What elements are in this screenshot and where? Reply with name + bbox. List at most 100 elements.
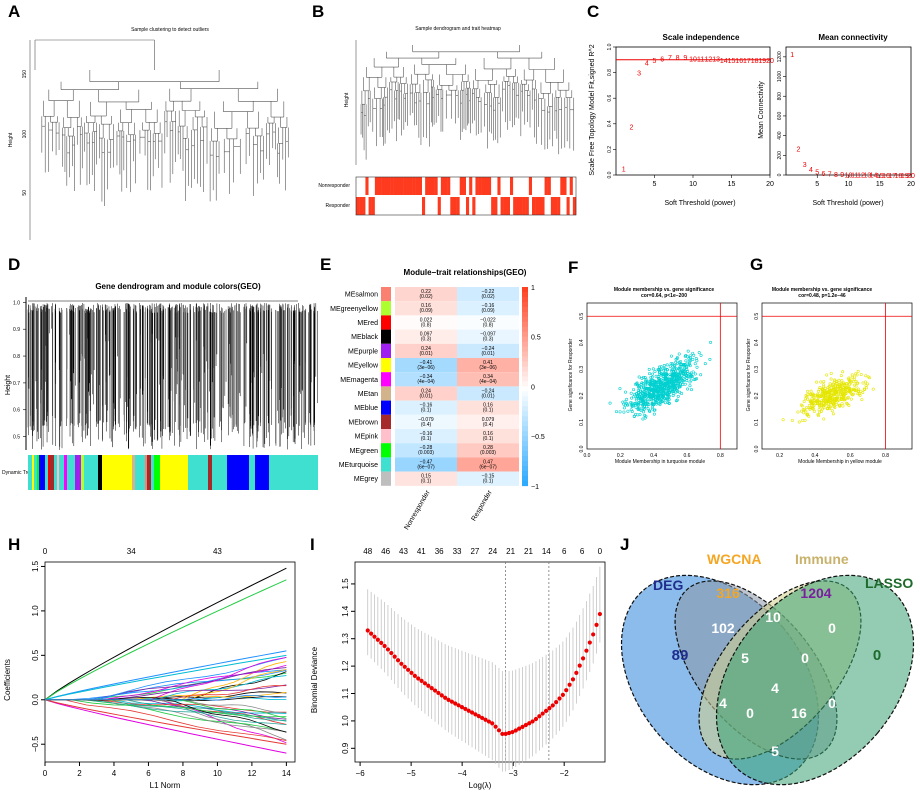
- data-point: [687, 359, 691, 363]
- trait-cell-nonresponder: [447, 177, 451, 195]
- data-point-label: 17: [743, 58, 751, 65]
- trait-cell-responder: [519, 197, 523, 215]
- deviance-point: [480, 715, 485, 721]
- data-point: [649, 375, 653, 379]
- colorbar-segment: [522, 401, 528, 407]
- heatmap-cell-pvalue: (0.02): [419, 294, 432, 300]
- trait-cell-responder: [428, 197, 432, 215]
- trait-cell-responder: [365, 197, 369, 215]
- panel-a-svg: Sample clustering to detect outliers Hei…: [8, 27, 289, 250]
- x-tick-label: 0.6: [684, 453, 691, 459]
- data-point-label: 2: [629, 124, 633, 131]
- y-tick-label: 0.2: [754, 392, 760, 399]
- venn-count: 4: [771, 680, 779, 696]
- data-point: [695, 365, 699, 369]
- data-point: [624, 390, 628, 394]
- panel-d-svg: Gene dendrogram and module colors(GEO) H…: [2, 282, 318, 490]
- x-tick-label: −4: [458, 769, 468, 778]
- heatmap-cell-pvalue: (0.01): [419, 393, 432, 399]
- data-point: [690, 374, 694, 378]
- data-point: [828, 384, 832, 388]
- module-row-label: MEmagenta: [340, 377, 378, 384]
- data-point: [649, 382, 653, 386]
- deviance-point: [399, 661, 404, 666]
- colorbar-segment: [522, 416, 528, 422]
- trait-cell-responder: [557, 197, 561, 215]
- deviance-point: [533, 716, 539, 722]
- deviance-point: [547, 706, 552, 711]
- data-point: [826, 407, 830, 411]
- data-point: [636, 407, 640, 411]
- data-point: [626, 409, 630, 413]
- data-point: [864, 374, 868, 378]
- y-tick-label: 600: [777, 112, 783, 121]
- data-point-label: 20: [907, 173, 915, 180]
- heatmap-cell-pvalue: (0.09): [419, 308, 432, 314]
- panel-a-dendrogram: [29, 39, 289, 250]
- trait-cell-nonresponder: [444, 177, 448, 195]
- data-point: [848, 382, 852, 386]
- y-tick-label: 1200: [777, 51, 783, 62]
- colorbar-segment: [522, 356, 528, 362]
- trait-column-label: Responder: [471, 489, 495, 523]
- gene-dendrogram: [27, 300, 318, 450]
- data-point: [814, 401, 818, 405]
- data-point: [823, 403, 827, 407]
- top-tick-label: 48: [363, 547, 372, 556]
- venn-count: 1204: [800, 585, 831, 601]
- data-point: [682, 375, 686, 379]
- data-point: [834, 397, 838, 401]
- module-row-label: MEsalmon: [345, 292, 378, 299]
- data-point-label: 15: [728, 58, 736, 65]
- trait-cell-responder: [387, 197, 391, 215]
- trait-cell-responder: [491, 197, 495, 215]
- panel-g-svg: Module membership vs. gene significance …: [746, 287, 913, 465]
- module-color-block: [208, 455, 212, 490]
- module-row-label: MEpurple: [348, 348, 378, 355]
- data-point: [675, 376, 679, 380]
- data-point: [649, 384, 653, 388]
- y-tick-label: 0.8: [13, 354, 20, 360]
- trait-cell-nonresponder: [356, 177, 360, 195]
- x-tick-label: −5: [407, 769, 417, 778]
- trait-cell-nonresponder: [374, 177, 379, 195]
- trait-cell-responder: [554, 197, 558, 215]
- data-point: [640, 397, 644, 401]
- data-point: [842, 392, 846, 396]
- heatmap-cell: [395, 343, 457, 358]
- colorbar-segment: [522, 396, 528, 402]
- data-point: [660, 399, 664, 403]
- panel-i-xlabel: Log(λ): [469, 781, 492, 790]
- x-tick-label: 8: [181, 769, 186, 778]
- data-point: [832, 388, 836, 392]
- heatmap-cell-pvalue: (0.02): [481, 294, 494, 300]
- heatmap-cell: [457, 287, 519, 302]
- module-color-swatch: [381, 457, 391, 472]
- trait-cell-nonresponder: [390, 177, 394, 195]
- colorbar-tick-label: 0.5: [531, 335, 541, 342]
- data-point: [662, 391, 666, 395]
- data-point: [832, 401, 836, 405]
- data-point: [847, 386, 851, 390]
- deviance-point: [389, 650, 394, 656]
- heatmap-cell: [457, 329, 519, 344]
- data-point: [822, 417, 826, 421]
- data-point: [655, 400, 659, 404]
- data-point: [684, 365, 688, 369]
- heatmap-cell-pvalue: (3e−06): [479, 365, 497, 371]
- deviance-point: [446, 697, 451, 702]
- data-point-label: 8: [676, 55, 680, 62]
- panel-b-svg: Sample dendrogram and trait heatmap Heig…: [318, 26, 577, 216]
- data-point: [633, 402, 637, 406]
- data-point: [827, 396, 831, 400]
- panel-f-xlabel: Module Membership in turquoise module: [615, 459, 706, 465]
- data-point: [643, 381, 647, 385]
- y-tick-label: 0.0: [31, 694, 40, 706]
- data-point: [668, 375, 672, 379]
- scatter-points: [608, 340, 713, 421]
- deviance-point: [574, 670, 579, 675]
- heatmap-cell-value: −0.079: [418, 417, 434, 423]
- top-tick-label: 41: [417, 547, 426, 556]
- panel-h: H L1 Norm Coefficients 0 2 4 6 8 10 12 14 −0.5 0.…: [0, 530, 305, 796]
- module-color-block: [84, 455, 98, 490]
